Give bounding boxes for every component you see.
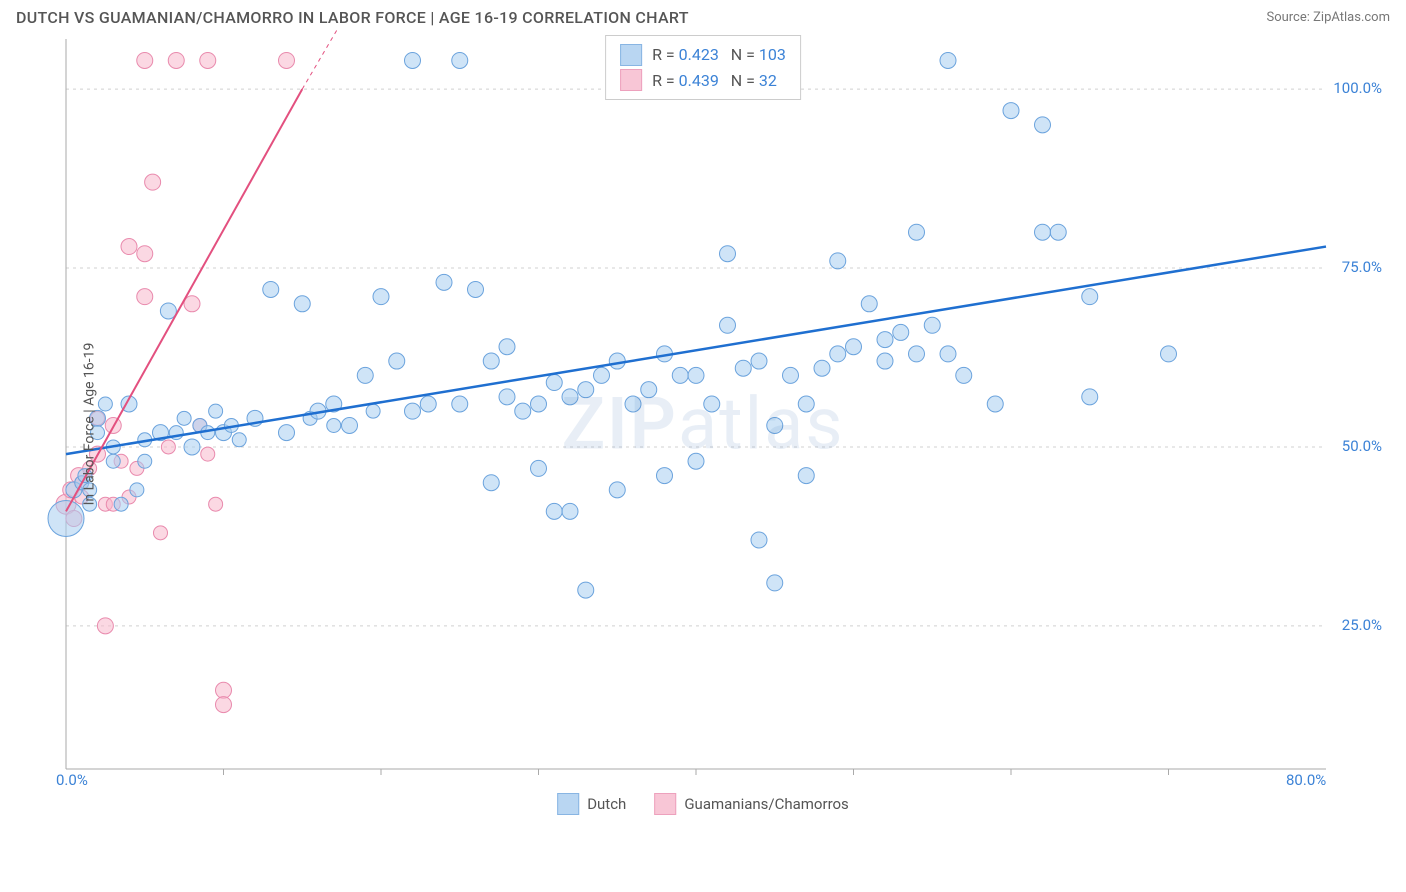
y-tick-label: 75.0%	[1342, 258, 1382, 276]
legend-series-label: Dutch	[587, 795, 626, 813]
x-tick-label: 80.0%	[1286, 771, 1326, 789]
legend-stat-text: R = 0.423 N = 103	[652, 42, 786, 68]
legend-swatch-icon	[620, 44, 642, 66]
scatter-chart	[16, 29, 1336, 819]
y-tick-label: 50.0%	[1342, 437, 1382, 455]
legend-stat-text: R = 0.439 N = 32	[652, 68, 777, 94]
legend-correlation-row: R = 0.423 N = 103	[620, 42, 786, 68]
x-tick-label: 0.0%	[56, 771, 88, 789]
x-axis-tick-labels: 0.0% 80.0%	[16, 771, 1390, 791]
chart-container: ZIPatlas In Labor Force | Age 16-19 R = …	[16, 29, 1390, 819]
legend-swatch-icon	[654, 793, 676, 815]
legend-series: Dutch Guamanians/Chamorros	[557, 793, 849, 815]
legend-series-item: Dutch	[557, 793, 626, 815]
legend-series-label: Guamanians/Chamorros	[684, 795, 848, 813]
legend-series-item: Guamanians/Chamorros	[654, 793, 848, 815]
y-tick-label: 25.0%	[1342, 616, 1382, 634]
legend-swatch-icon	[557, 793, 579, 815]
y-axis-label: In Labor Force | Age 16-19	[81, 343, 97, 506]
source-label: Source: ZipAtlas.com	[1266, 10, 1390, 25]
title-bar: DUTCH VS GUAMANIAN/CHAMORRO IN LABOR FOR…	[0, 0, 1406, 29]
y-tick-label: 100.0%	[1333, 79, 1382, 97]
legend-correlation: R = 0.423 N = 103 R = 0.439 N = 32	[605, 35, 801, 100]
legend-swatch-icon	[620, 69, 642, 91]
chart-title: DUTCH VS GUAMANIAN/CHAMORRO IN LABOR FOR…	[16, 8, 689, 27]
legend-correlation-row: R = 0.439 N = 32	[620, 68, 786, 94]
